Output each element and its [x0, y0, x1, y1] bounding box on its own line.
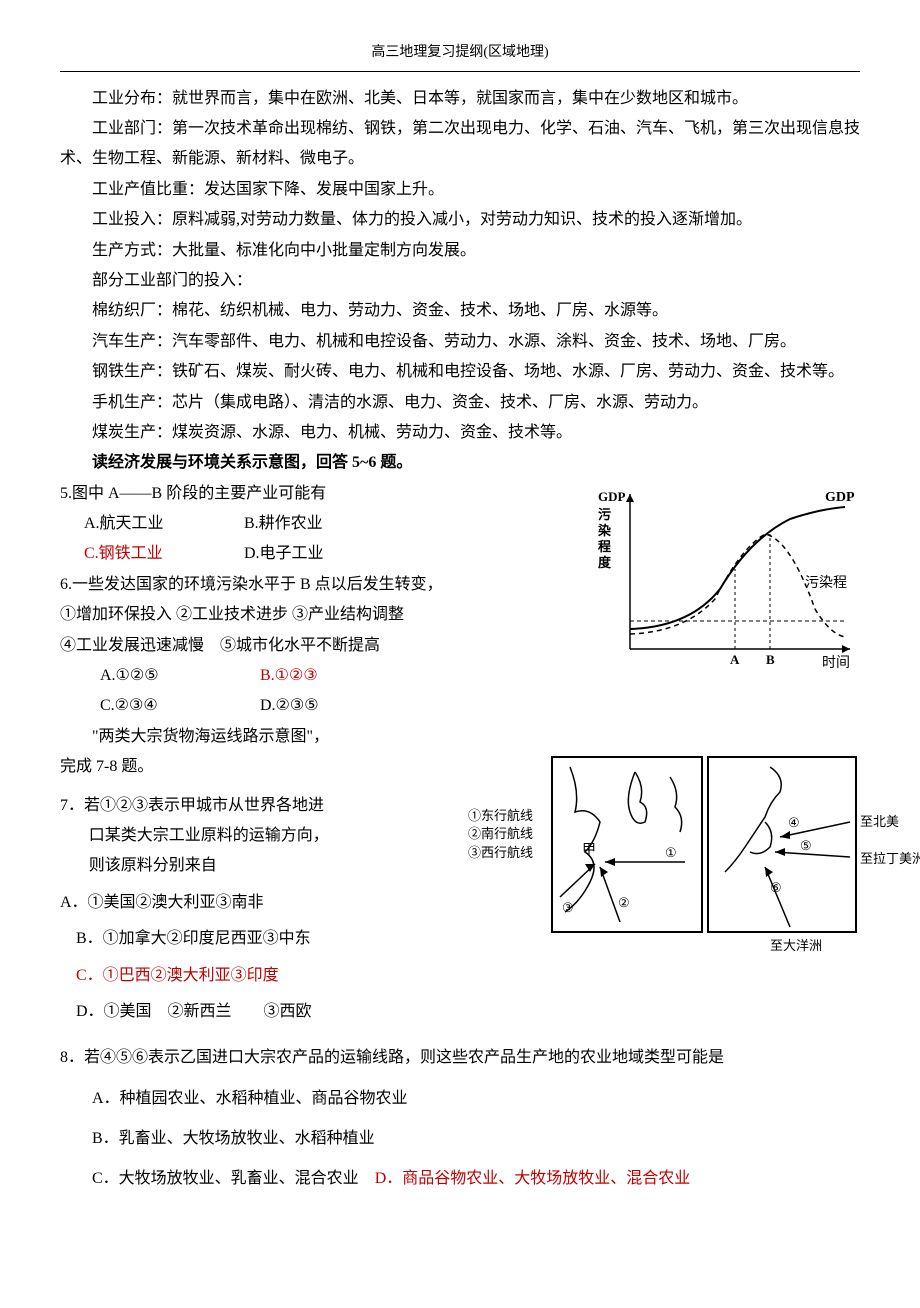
svg-text:③: ③ — [562, 900, 574, 915]
q8-d: D．商品谷物农业、大牧场放牧业、混合农业 — [375, 1170, 691, 1187]
svg-text:时间: 时间 — [822, 655, 850, 671]
legend-2: ②南行航线 — [468, 825, 533, 843]
para-9: 钢铁生产：铁矿石、煤炭、耐火砖、电力、机械和电控设备、场地、水源、厂房、劳动力、… — [60, 357, 860, 387]
label-na: 至北美 — [860, 810, 899, 835]
q6-opts-row2: C.②③④ D.②③⑤ — [100, 691, 860, 721]
para-4: 工业投入：原料减弱,对劳动力数量、体力的投入减小，对劳动力知识、技术的投入逐渐增… — [60, 205, 860, 235]
q8-a: A．种植园农业、水稻种植业、商品谷物农业 — [92, 1084, 860, 1114]
map-legend: ①东行航线 ②南行航线 ③西行航线 — [468, 807, 533, 862]
label-oc: 至大洋洲 — [770, 934, 822, 959]
intro-78a: "两类大宗货物海运线路示意图"， — [60, 722, 860, 752]
shipping-map: 甲 ① ② ③ ④ ⑤ ⑥ ①东行航线 ②南行航线 ③西行航线 至北美 至拉丁美… — [470, 752, 860, 953]
chart-svg: GDP 污 染 程 度 GDP 污染程 A B 时间 — [590, 479, 860, 679]
gdp-pollution-chart: GDP 污 染 程 度 GDP 污染程 A B 时间 — [590, 479, 860, 690]
q6-c: C.②③④ — [100, 691, 260, 721]
q6-opts-row1: A.①②⑤ B.①②③ — [100, 661, 582, 691]
svg-text:程: 程 — [598, 539, 611, 554]
svg-text:GDP: GDP — [598, 489, 626, 504]
q5-opts-row1: A.航天工业 B.耕作农业 — [84, 509, 582, 539]
q5-a: A.航天工业 — [84, 509, 244, 539]
para-2: 工业部门：第一次技术革命出现棉纺、钢铁，第二次出现电力、化学、石油、汽车、飞机，… — [60, 114, 860, 175]
q5-b: B.耕作农业 — [244, 509, 404, 539]
para-11: 煤炭生产：煤炭资源、水源、电力、机械、劳动力、资金、技术等。 — [60, 418, 860, 448]
svg-text:GDP: GDP — [825, 490, 855, 505]
q6-a: A.①②⑤ — [100, 661, 260, 691]
svg-text:②: ② — [618, 895, 630, 910]
svg-text:B: B — [766, 652, 775, 667]
legend-1: ①东行航线 — [468, 807, 533, 825]
para-5: 生产方式：大批量、标准化向中小批量定制方向发展。 — [60, 236, 860, 266]
svg-text:A: A — [730, 652, 740, 667]
para-3: 工业产值比重：发达国家下降、发展中国家上升。 — [60, 175, 860, 205]
svg-text:污染程: 污染程 — [805, 575, 847, 591]
q8-cd: C．大牧场放牧业、乳畜业、混合农业 D．商品谷物农业、大牧场放牧业、混合农业 — [92, 1164, 860, 1194]
svg-text:⑥: ⑥ — [770, 880, 782, 895]
svg-text:①: ① — [665, 845, 677, 860]
svg-text:⑤: ⑤ — [800, 838, 812, 853]
para-7: 棉纺织厂：棉花、纺织机械、电力、劳动力、资金、技术、场地、厂房、水源等。 — [60, 296, 860, 326]
q7-d: D．①美国 ②新西兰 ③西欧 — [76, 997, 860, 1027]
page-header: 高三地理复习提纲(区域地理) — [60, 40, 860, 72]
intro-56: 读经济发展与环境关系示意图，回答 5~6 题。 — [60, 448, 860, 478]
svg-text:甲: 甲 — [582, 843, 596, 858]
q6-b: B.①②③ — [260, 661, 420, 691]
svg-text:染: 染 — [597, 523, 612, 538]
q7-c: C．①巴西②澳大利亚③印度 — [76, 961, 860, 991]
q5-opts-row2: C.钢铁工业 D.电子工业 — [84, 539, 582, 569]
q8-b: B．乳畜业、大牧场放牧业、水稻种植业 — [92, 1124, 860, 1154]
para-1: 工业分布：就世界而言，集中在欧洲、北美、日本等，就国家而言，集中在少数地区和城市… — [60, 84, 860, 114]
q8-stem: 8．若④⑤⑥表示乙国进口大宗农产品的运输线路，则这些农产品生产地的农业地域类型可… — [60, 1043, 860, 1073]
q8-options: A．种植园农业、水稻种植业、商品谷物农业 B．乳畜业、大牧场放牧业、水稻种植业 … — [60, 1084, 860, 1195]
svg-text:④: ④ — [788, 815, 800, 830]
q6-d: D.②③⑤ — [260, 691, 420, 721]
gdp-curve — [630, 507, 845, 629]
para-6: 部分工业部门的投入： — [60, 266, 860, 296]
legend-3: ③西行航线 — [468, 844, 533, 862]
svg-text:污: 污 — [598, 507, 611, 522]
svg-text:度: 度 — [598, 555, 612, 570]
para-8: 汽车生产：汽车零部件、电力、机械和电控设备、劳动力、水源、涂料、资金、技术、场地… — [60, 327, 860, 357]
para-10: 手机生产：芯片（集成电路）、清洁的水源、电力、资金、技术、厂房、水源、劳动力。 — [60, 388, 860, 418]
q5-d: D.电子工业 — [244, 539, 404, 569]
q5-c: C.钢铁工业 — [84, 539, 244, 569]
q8-c: C．大牧场放牧业、乳畜业、混合农业 — [92, 1170, 359, 1187]
label-la: 至拉丁美洲 — [860, 847, 920, 872]
